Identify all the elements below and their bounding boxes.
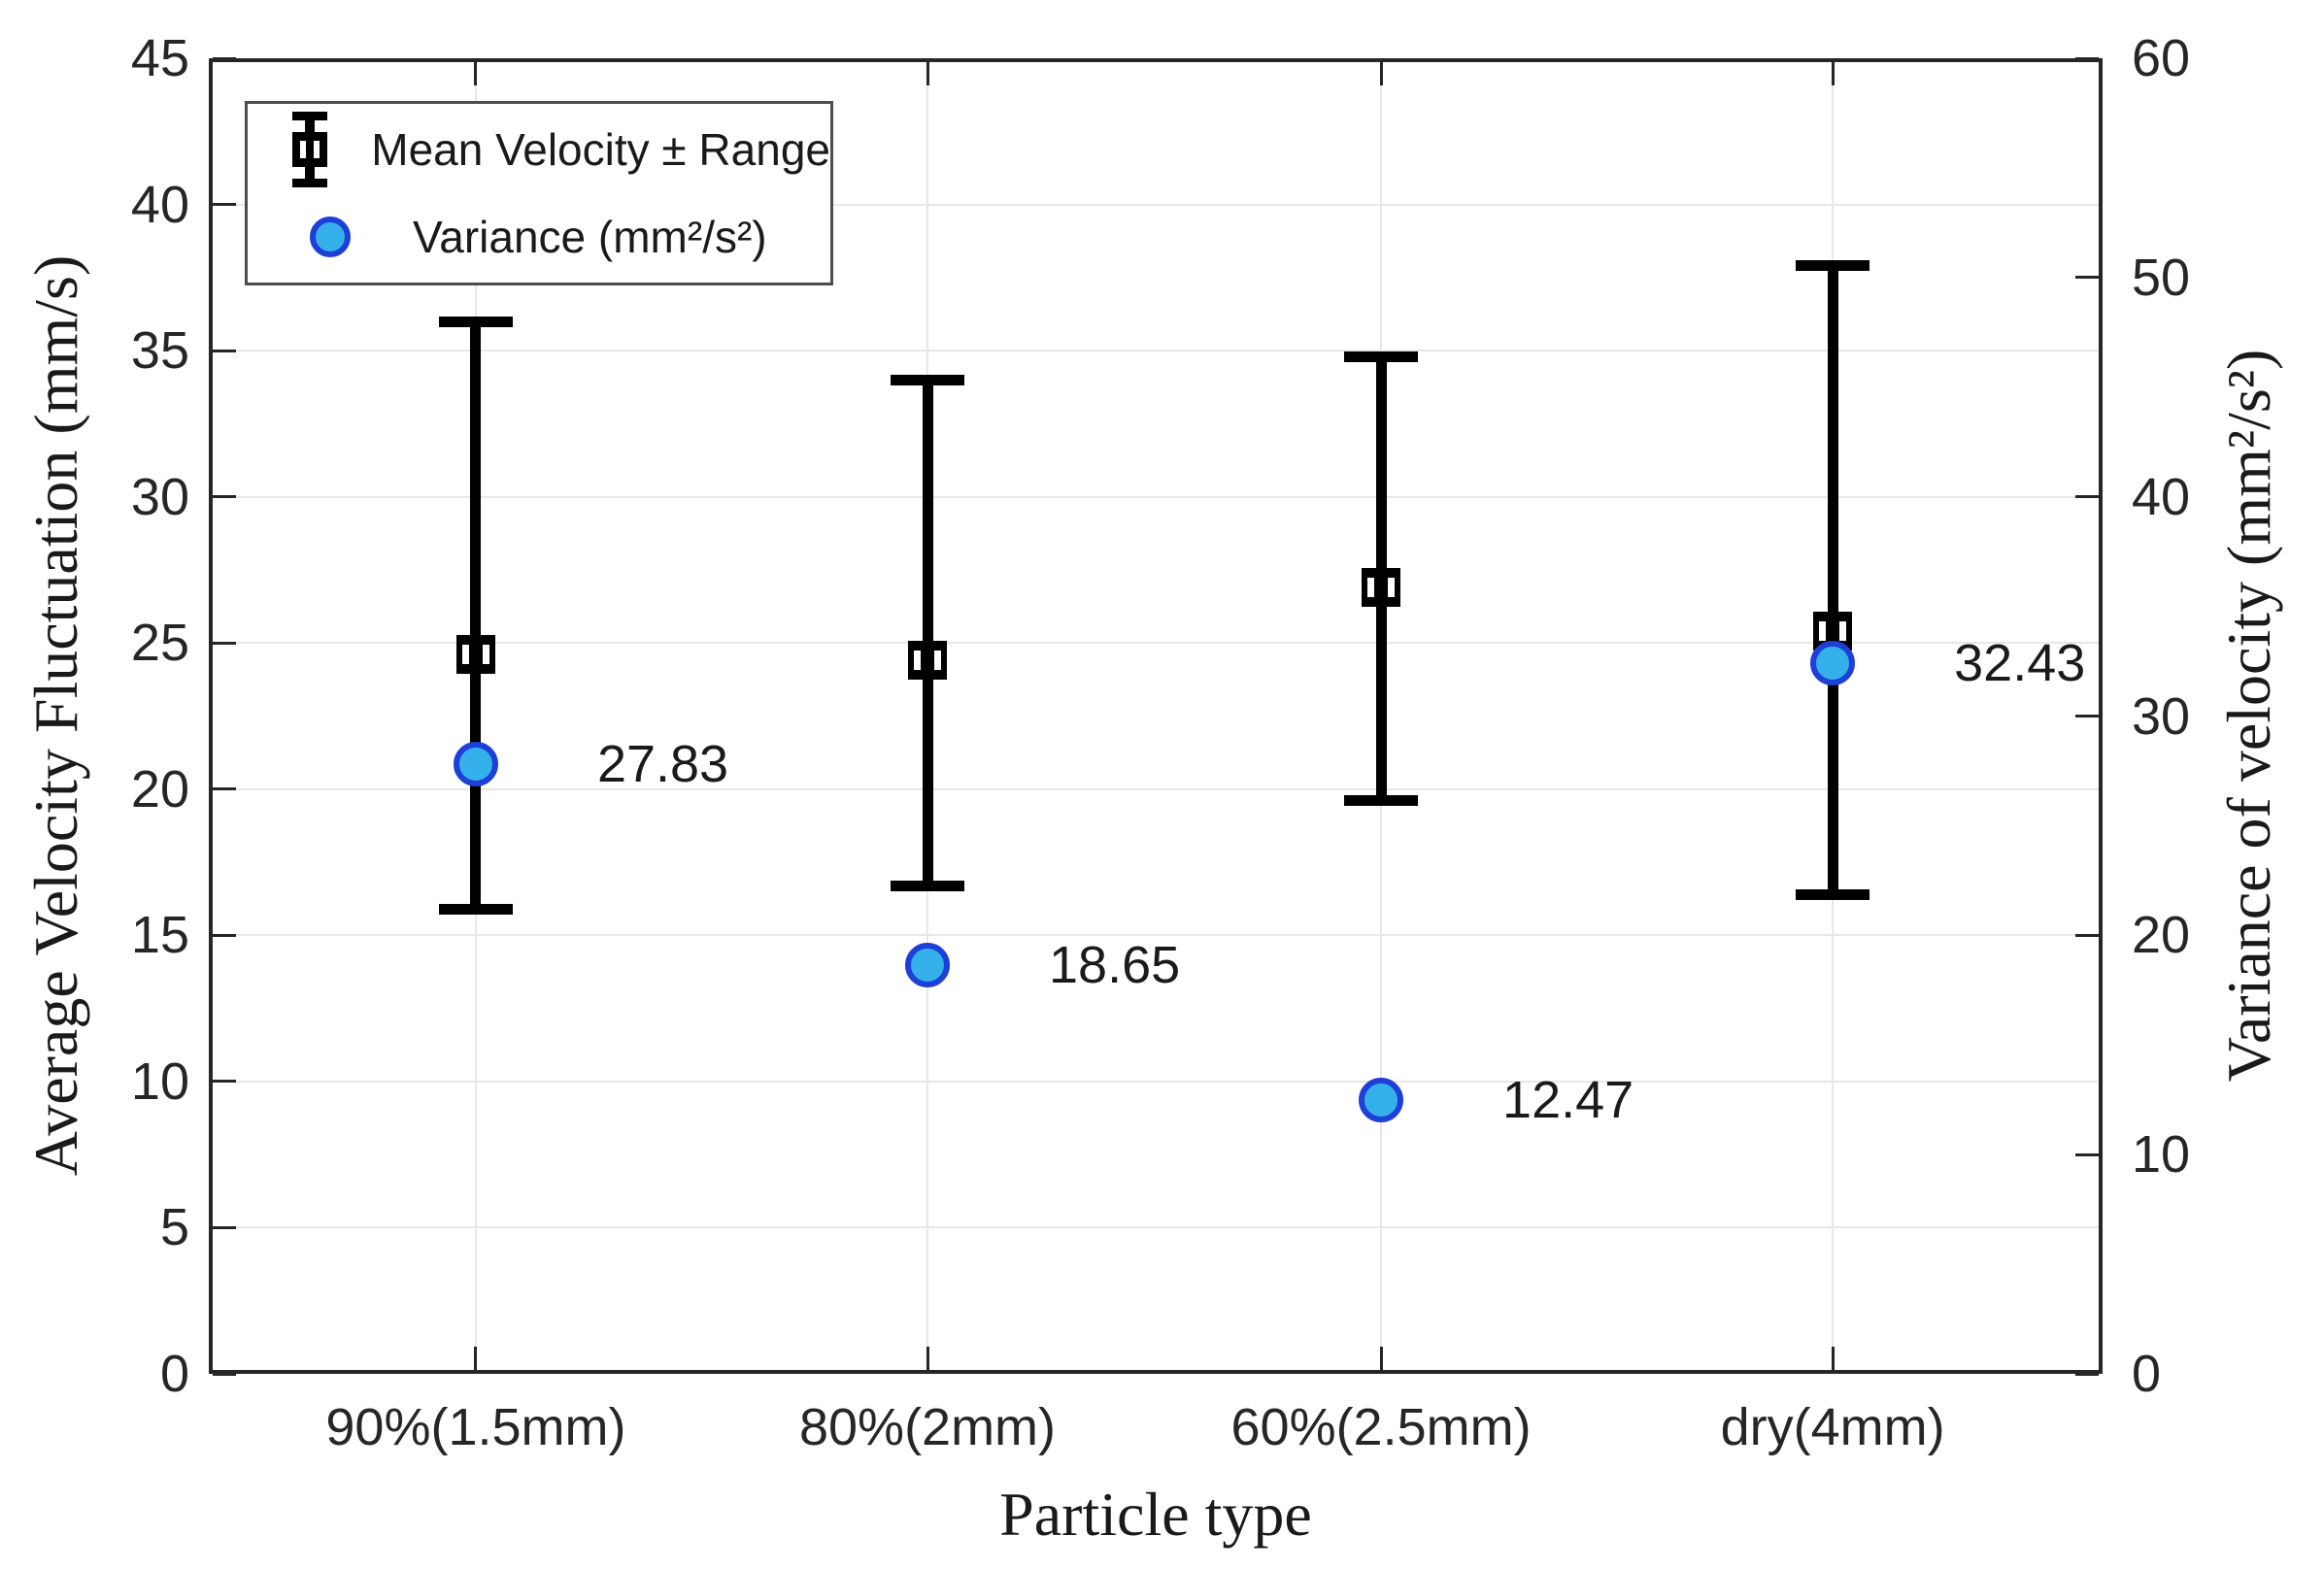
errorbar-top-cap <box>1796 260 1870 272</box>
right-tick-label: 40 <box>2132 467 2191 526</box>
mean-square-slit <box>1367 578 1375 597</box>
h-gridline <box>213 642 2099 645</box>
left-tick-label: 20 <box>130 759 189 818</box>
legend-label-mean: Mean Velocity ± Range <box>371 124 830 175</box>
bottom-tick-mark <box>1831 1347 1835 1370</box>
left-axis-title: Average Velocity Fluctuation (mm/s) <box>21 254 90 1177</box>
right-tick-label: 60 <box>2132 29 2191 87</box>
x-category-label: 80%(2mm) <box>798 1398 1057 1456</box>
left-tick-label: 10 <box>130 1052 189 1111</box>
x-category-label: 60%(2.5mm) <box>1230 1398 1532 1456</box>
right-tick-label: 10 <box>2132 1125 2191 1185</box>
right-tick-mark <box>2075 1152 2099 1156</box>
errorbar-line <box>470 321 482 910</box>
left-tick-mark <box>213 495 236 499</box>
right-tick-mark <box>2075 56 2099 60</box>
left-tick-label: 30 <box>130 467 189 526</box>
top-tick-mark <box>1379 62 1383 85</box>
chart-legend: Mean Velocity ± Range Variance (mm²/s²) <box>245 101 833 285</box>
left-tick-label: 40 <box>130 175 189 234</box>
h-gridline <box>213 350 2099 352</box>
variance-point <box>453 741 498 786</box>
variance-value-label: 32.43 <box>1954 633 2086 692</box>
mean-square-slit <box>1839 621 1847 642</box>
variance-value-label: 18.65 <box>1049 935 1181 994</box>
errorbar-line <box>1827 265 1838 895</box>
x-category-label: dry(4mm) <box>1720 1398 1945 1456</box>
left-tick-mark <box>213 1225 236 1229</box>
legend-row-variance: Variance (mm²/s²) <box>248 197 830 277</box>
h-gridline <box>213 1226 2099 1229</box>
h-gridline <box>213 934 2099 937</box>
mean-square-slit <box>482 645 489 665</box>
right-tick-mark <box>2075 495 2099 499</box>
right-tick-label: 0 <box>2132 1345 2162 1403</box>
right-tick-mark <box>2075 715 2099 718</box>
right-tick-label: 50 <box>2132 248 2191 307</box>
right-tick-mark <box>2075 1372 2099 1376</box>
mean-square-slit <box>934 651 942 671</box>
right-tick-label: 20 <box>2132 906 2191 965</box>
x-axis-title: Particle type <box>999 1480 1312 1549</box>
left-tick-mark <box>213 203 236 207</box>
left-tick-mark <box>213 933 236 937</box>
bottom-tick-mark <box>1379 1347 1383 1370</box>
bottom-tick-mark <box>474 1347 478 1370</box>
variance-marker-icon <box>310 217 351 257</box>
h-gridline <box>213 495 2099 498</box>
errorbar-bottom-cap <box>438 903 513 915</box>
left-tick-label: 15 <box>130 906 189 965</box>
variance-point <box>1810 640 1856 685</box>
h-gridline <box>213 1080 2099 1083</box>
top-tick-mark <box>926 62 929 85</box>
mean-square-slit <box>914 651 922 671</box>
errorbar-bottom-cap <box>891 880 965 891</box>
left-tick-label: 0 <box>159 1345 189 1403</box>
errorbar-top-cap <box>438 316 513 327</box>
right-tick-label: 30 <box>2132 686 2191 746</box>
left-tick-mark <box>213 56 236 60</box>
right-tick-mark <box>2075 276 2099 280</box>
left-tick-mark <box>213 641 236 645</box>
left-tick-label: 5 <box>159 1198 189 1257</box>
left-tick-mark <box>213 1372 236 1376</box>
x-category-label: 90%(1.5mm) <box>325 1398 626 1456</box>
errorbar-line <box>922 380 933 886</box>
errorbar-bottom-cap <box>1796 888 1870 900</box>
top-tick-mark <box>1831 62 1835 85</box>
left-tick-mark <box>213 349 236 352</box>
variance-point <box>905 942 951 987</box>
h-gridline <box>213 787 2099 790</box>
left-tick-mark <box>213 787 236 791</box>
legend-label-variance: Variance (mm²/s²) <box>413 212 767 262</box>
left-tick-label: 45 <box>130 29 189 87</box>
h-gridline <box>213 203 2099 206</box>
left-tick-mark <box>213 1080 236 1084</box>
right-tick-mark <box>2075 933 2099 937</box>
mean-square-slit <box>461 645 469 665</box>
bottom-tick-mark <box>926 1347 929 1370</box>
errorbar-top-cap <box>1344 351 1419 362</box>
right-axis-title: Variance of velocity (mm²/s²) <box>2214 349 2283 1083</box>
errorbar-bottom-cap <box>1344 795 1419 807</box>
mean-square-slit <box>1819 621 1827 642</box>
left-tick-label: 25 <box>130 614 189 673</box>
mean-square-slit <box>1388 578 1396 597</box>
errorbar-marker-icon <box>289 112 330 187</box>
variance-value-label: 12.47 <box>1502 1071 1634 1130</box>
errorbar-top-cap <box>891 374 965 385</box>
left-tick-label: 35 <box>130 321 189 381</box>
variance-value-label: 27.83 <box>596 734 729 793</box>
variance-point <box>1359 1078 1404 1123</box>
top-tick-mark <box>474 62 478 85</box>
legend-row-mean: Mean Velocity ± Range <box>248 110 830 189</box>
